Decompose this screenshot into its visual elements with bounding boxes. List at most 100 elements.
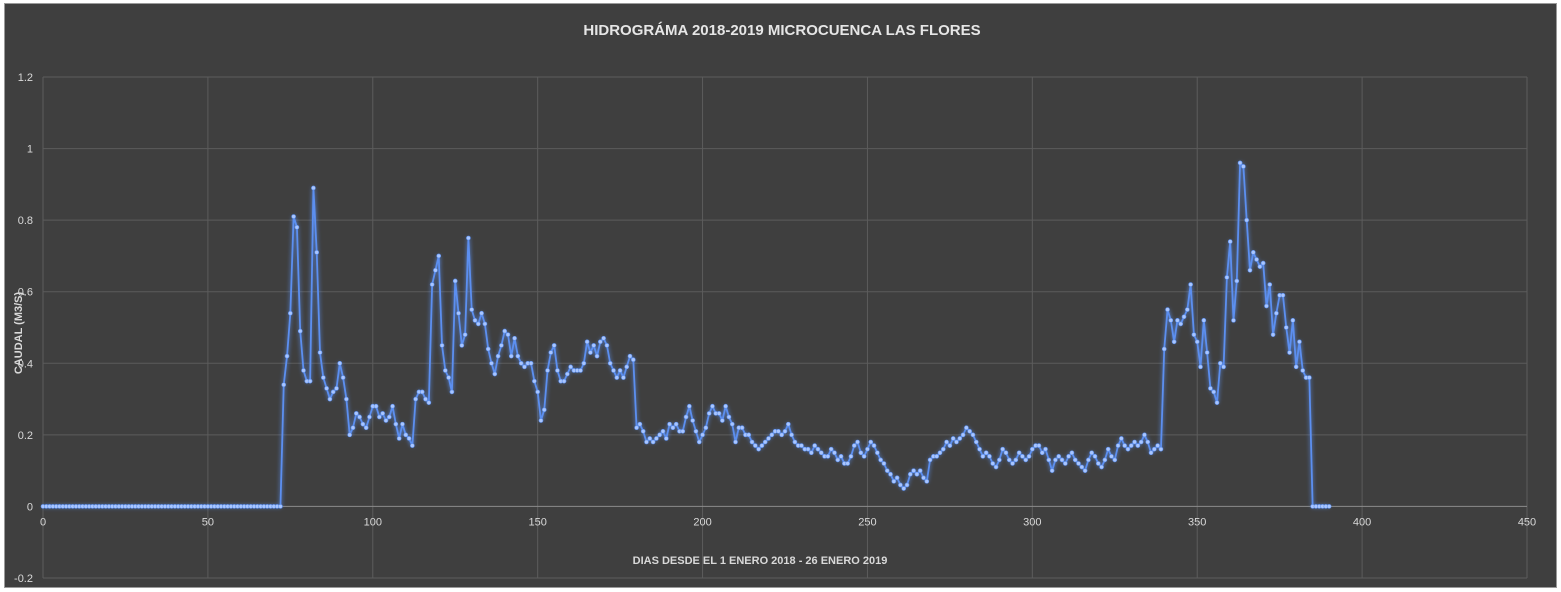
- data-point: [1244, 217, 1249, 223]
- x-tick-label: 250: [858, 516, 876, 528]
- data-point: [650, 439, 656, 445]
- data-point: [789, 432, 794, 438]
- data-point: [584, 339, 590, 345]
- data-point: [518, 360, 524, 366]
- y-axis-title: CAUDAL (M3/S): [13, 292, 25, 375]
- data-point: [314, 250, 320, 255]
- data-point: [406, 436, 412, 441]
- data-point: [917, 468, 923, 473]
- data-point: [1142, 432, 1147, 438]
- data-point: [644, 439, 649, 445]
- data-point: [1297, 339, 1302, 345]
- data-point: [1076, 461, 1081, 466]
- data-point: [693, 428, 699, 434]
- data-point: [683, 414, 689, 420]
- data-point: [782, 428, 788, 434]
- data-point: [888, 471, 893, 477]
- data-point: [947, 443, 953, 448]
- data-point: [657, 432, 662, 438]
- data-point: [429, 282, 435, 287]
- data-point: [284, 353, 290, 359]
- data-point: [1231, 318, 1236, 323]
- data-point: [855, 439, 860, 445]
- data-point: [1254, 257, 1259, 262]
- data-point: [898, 482, 903, 488]
- data-point: [1171, 339, 1177, 345]
- data-point: [1257, 264, 1263, 269]
- data-point: [541, 407, 547, 413]
- data-point: [482, 321, 488, 327]
- data-point: [944, 439, 949, 445]
- data-point: [1119, 436, 1124, 441]
- x-tick-label: 0: [40, 516, 46, 528]
- data-point: [1046, 457, 1052, 463]
- data-point: [911, 468, 916, 473]
- data-point: [594, 353, 600, 359]
- data-point: [865, 446, 870, 452]
- data-point: [1039, 450, 1045, 456]
- data-point: [548, 350, 554, 355]
- data-point: [1267, 282, 1273, 287]
- data-point: [436, 253, 442, 259]
- data-point: [687, 403, 692, 409]
- data-point: [1280, 292, 1286, 298]
- data-point: [393, 421, 399, 427]
- data-point: [396, 436, 402, 441]
- data-point: [469, 307, 475, 312]
- data-point: [307, 378, 313, 384]
- data-point: [630, 357, 636, 363]
- data-point: [367, 414, 372, 420]
- data-point: [904, 482, 910, 488]
- data-point: [640, 428, 646, 434]
- data-point: [1155, 443, 1160, 448]
- data-point: [779, 432, 785, 438]
- data-point: [291, 214, 296, 219]
- data-point: [1270, 332, 1276, 337]
- data-point: [297, 328, 303, 334]
- data-point: [1036, 443, 1042, 448]
- data-point: [1234, 278, 1240, 284]
- data-point: [489, 360, 494, 366]
- data-point: [818, 450, 824, 456]
- data-point: [1089, 450, 1094, 456]
- data-point: [884, 468, 890, 473]
- data-point: [334, 386, 339, 391]
- data-point: [532, 378, 537, 384]
- data-point: [1000, 446, 1005, 452]
- data-point: [617, 368, 623, 373]
- y-tick-label: 0.6: [18, 287, 33, 299]
- data-point: [1115, 443, 1121, 448]
- data-point: [360, 421, 366, 427]
- data-point: [1161, 346, 1167, 352]
- data-point: [439, 343, 445, 348]
- data-point: [838, 454, 844, 459]
- x-tick-label: 200: [693, 516, 711, 528]
- data-point: [756, 446, 761, 452]
- data-point: [901, 486, 907, 491]
- x-tick-label: 300: [1023, 516, 1041, 528]
- data-point: [825, 454, 831, 459]
- data-point: [1227, 239, 1233, 244]
- data-point: [350, 425, 356, 431]
- data-point: [551, 343, 557, 348]
- data-point: [1069, 450, 1075, 456]
- data-point: [710, 403, 715, 409]
- data-point: [1178, 321, 1184, 327]
- data-point: [1165, 307, 1170, 312]
- data-point: [1264, 303, 1269, 309]
- data-point: [729, 421, 735, 427]
- data-point: [449, 389, 455, 395]
- data-point: [462, 332, 468, 337]
- x-axis-title: DIAS DESDE EL 1 ENERO 2018 - 26 ENERO 20…: [633, 555, 888, 567]
- data-point: [990, 461, 996, 466]
- data-point: [1102, 457, 1108, 463]
- data-point: [1274, 310, 1279, 316]
- x-tick-label: 150: [528, 516, 546, 528]
- data-point: [1221, 364, 1226, 370]
- data-point: [591, 343, 597, 348]
- data-point: [703, 425, 709, 431]
- data-point: [390, 403, 395, 409]
- data-point: [426, 400, 432, 405]
- data-point: [1152, 446, 1157, 452]
- data-point: [654, 436, 659, 441]
